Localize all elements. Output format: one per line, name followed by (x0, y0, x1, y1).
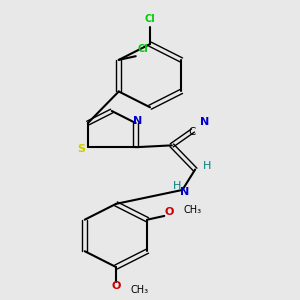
Text: CH₃: CH₃ (183, 205, 202, 214)
Text: H: H (203, 161, 211, 171)
Text: C: C (188, 128, 196, 137)
Text: N: N (200, 117, 209, 127)
Text: N: N (180, 187, 189, 197)
Text: N: N (133, 116, 142, 126)
Text: H: H (173, 181, 182, 191)
Text: CH₃: CH₃ (131, 285, 149, 295)
Text: O: O (111, 280, 121, 291)
Text: Cl: Cl (138, 44, 148, 54)
Text: S: S (77, 144, 86, 154)
Text: O: O (165, 207, 174, 217)
Text: Cl: Cl (145, 14, 155, 24)
